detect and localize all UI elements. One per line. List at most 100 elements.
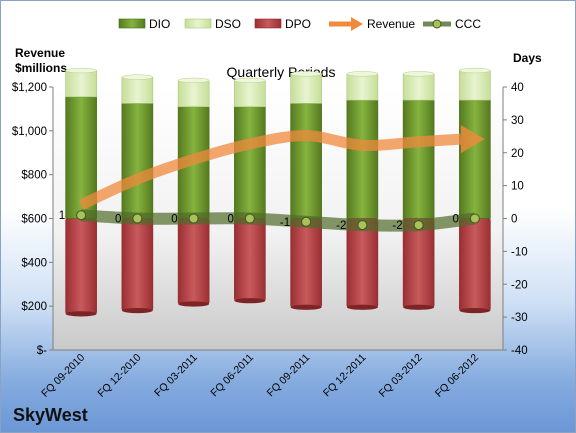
right-tick-label: 10 [511, 181, 524, 193]
ccc-data-label: 0 [227, 214, 233, 226]
dio-bar [459, 99, 491, 219]
right-tick-label: -40 [511, 345, 528, 357]
left-tick-label: $200 [21, 301, 47, 313]
dso-bar [234, 80, 266, 108]
left-tick-label: $600 [21, 214, 47, 226]
dso-bar [65, 70, 97, 98]
dpo-bar [459, 218, 491, 311]
dio-bar [290, 103, 322, 219]
right-tick-label: -10 [511, 246, 528, 258]
dso-bar-top [459, 67, 491, 74]
x-tick-label: FQ 12-2010 [95, 352, 143, 400]
revenue-series [78, 125, 485, 210]
dpo-bar-base [290, 304, 322, 310]
left-tick-label: $1,000 [12, 126, 47, 138]
legend-label-dpo: DPO [285, 17, 311, 31]
left-tick-label: $1,200 [12, 82, 47, 94]
x-tick-label: FQ 03-2012 [377, 352, 425, 400]
legend-label-dio: DIO [149, 17, 170, 31]
dpo-bar-base [65, 311, 97, 317]
ccc-point [188, 213, 199, 224]
dpo-bar-base [459, 307, 491, 314]
ccc-data-label: -2 [336, 220, 346, 232]
ccc-data-label: 0 [171, 214, 177, 226]
left-axis-title-line1: Revenue [15, 46, 65, 60]
dio-bar [346, 99, 379, 219]
dpo-bar-base [121, 307, 153, 314]
dso-bar-top [121, 74, 154, 80]
dpo-bar-base [403, 304, 435, 310]
x-tick-label: FQ 06-2011 [208, 352, 256, 400]
x-tick-label: FQ 03-2011 [152, 352, 200, 400]
legend-label-ccc: CCC [455, 17, 481, 31]
right-tick-label: 40 [511, 82, 524, 94]
x-tick-label: FQ 12-2011 [321, 352, 369, 400]
x-tick-label: FQ 06-2012 [433, 352, 481, 400]
dso-bar-top [234, 77, 266, 84]
right-tick-label: 20 [511, 148, 524, 160]
ccc-point [357, 220, 368, 231]
ccc-point [76, 210, 87, 221]
dso-bar-top [290, 71, 322, 77]
dio-bar [402, 99, 435, 219]
legend-label-dso: DSO [215, 17, 241, 31]
dso-bar [177, 80, 210, 108]
legend-label-revenue: Revenue [367, 17, 415, 31]
dso-bar-top [346, 71, 379, 77]
dso-bar [459, 70, 491, 101]
dso-bar [290, 73, 322, 104]
ccc-point [301, 216, 312, 227]
revenue-line [78, 130, 462, 210]
right-tick-label: -30 [511, 312, 528, 324]
ccc-data-label: -2 [392, 220, 402, 232]
dpo-bar-base [346, 304, 378, 310]
left-tick-label: $- [37, 345, 47, 357]
ccc-point [132, 213, 143, 224]
legend-arrowhead-revenue [351, 17, 363, 31]
ccc-data-label: 0 [452, 214, 458, 226]
dso-bar-top [402, 71, 435, 77]
bars [65, 67, 491, 317]
x-axis-labels: FQ 09-2010 FQ 12-2010 FQ 03-2011 FQ 06-2011… [39, 352, 481, 400]
dpo-bar-base [178, 301, 210, 307]
dso-bar-top [177, 77, 210, 84]
dpo-bar [65, 218, 97, 315]
legend-swatch-dio [118, 18, 146, 29]
ccc-data-label: 1 [59, 210, 65, 222]
dio-bar [234, 106, 266, 219]
dpo-bar [346, 218, 379, 308]
ccc-series: 1 0 0 0 -1 -2 -2 0 [59, 209, 480, 232]
x-tick-label: FQ 09-2011 [265, 352, 313, 400]
legend: DIO DSO DPO Revenue CCC [118, 17, 481, 31]
dpo-bar [121, 218, 154, 311]
dso-bar [346, 73, 379, 101]
right-axis-title: Days [513, 51, 542, 65]
dso-bar [121, 76, 154, 104]
dpo-bar-base [234, 298, 266, 304]
legend-marker-ccc [432, 19, 442, 29]
left-axis-title-line2: $millions [15, 61, 67, 75]
dio-bar [121, 103, 154, 219]
x-tick-label: FQ 09-2010 [39, 352, 87, 400]
ccc-data-label: 0 [115, 214, 121, 226]
dso-bar [402, 73, 435, 101]
dpo-bar [234, 218, 266, 301]
legend-swatch-dso [184, 18, 212, 29]
left-tick-label: $800 [21, 170, 47, 182]
ccc-point [244, 213, 255, 224]
ccc-point [413, 220, 424, 231]
dpo-bar [290, 218, 322, 308]
ccc-point [469, 213, 480, 224]
dso-bar-top [65, 67, 97, 74]
company-name: SkyWest [13, 405, 88, 425]
right-tick-label: 0 [511, 214, 517, 226]
ccc-data-label: -1 [280, 217, 290, 229]
left-tick-label: $400 [21, 257, 47, 269]
legend-swatch-dpo [254, 18, 282, 29]
dpo-bar [402, 218, 435, 308]
revenue-arrowhead [460, 125, 485, 154]
right-tick-label: 30 [511, 115, 524, 127]
right-tick-label: -20 [511, 279, 528, 291]
